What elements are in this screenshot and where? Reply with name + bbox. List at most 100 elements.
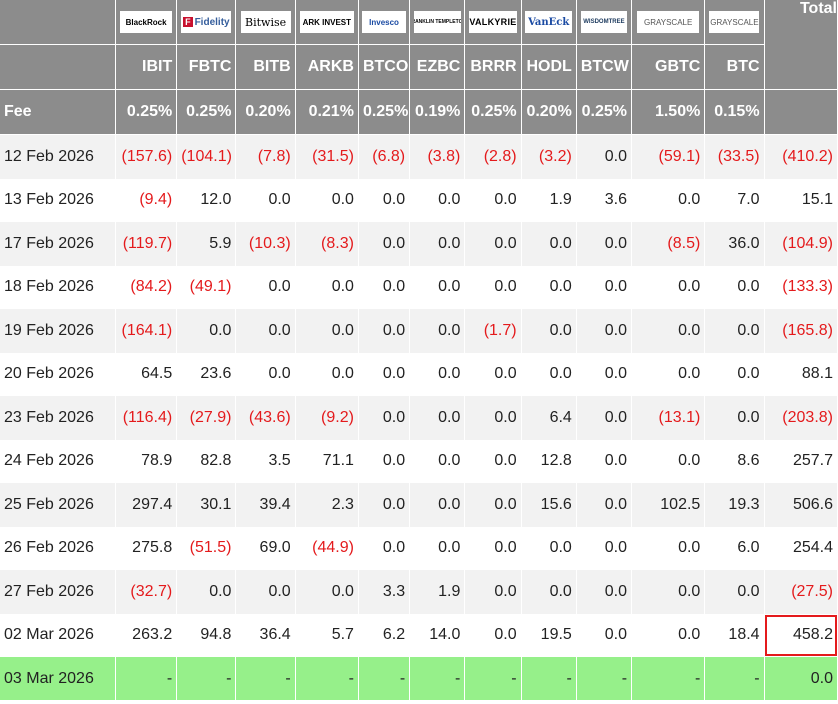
flow-cell: (9.4) (115, 178, 178, 222)
flow-cell: 0.0 (521, 265, 577, 309)
flow-cell: 0.0 (235, 178, 296, 222)
flow-cell: (49.1) (176, 265, 237, 309)
row-date: 26 Feb 2026 (0, 526, 116, 570)
flow-cell: 6.4 (521, 396, 577, 440)
ticker-header: FBTC (176, 44, 237, 90)
flow-cell: 3.6 (576, 178, 633, 222)
flow-cell: 5.9 (176, 222, 237, 266)
flow-cell: - (358, 657, 411, 700)
flow-cell: 0.0 (631, 265, 706, 309)
fee-cell: 1.50% (631, 89, 706, 135)
row-date: 03 Mar 2026 (0, 657, 116, 700)
valkyrie-logo: VALKYRIE (469, 11, 517, 33)
flow-cell: 82.8 (176, 439, 237, 483)
flow-cell: 0.0 (235, 309, 296, 353)
row-total: (203.8) (764, 396, 838, 440)
flow-cell: 71.1 (295, 439, 359, 483)
flow-cell: (8.3) (295, 222, 359, 266)
flow-cell: 0.0 (358, 483, 411, 527)
flow-cell: - (409, 657, 466, 700)
flow-cell: 0.0 (631, 439, 706, 483)
fidelity-logo: F Fidelity (181, 11, 232, 33)
ticker-header: BTC (704, 44, 765, 90)
table-row: 13 Feb 2026 (9.4) 12.0 0.0 0.0 0.0 0.0 0.0 1.9 3.… (0, 178, 838, 222)
flow-cell: 0.0 (409, 439, 466, 483)
ticker-header: BITB (235, 44, 296, 90)
table-row: 18 Feb 2026 (84.2) (49.1) 0.0 0.0 0.0 0.0 0.0 0.… (0, 265, 838, 309)
flow-rows: 12 Feb 2026 (157.6) (104.1) (7.8) (31.5) (6.8… (0, 134, 838, 700)
row-total: 0.0 (764, 657, 838, 700)
flow-cell: 0.0 (631, 570, 706, 614)
table-row: 12 Feb 2026 (157.6) (104.1) (7.8) (31.5) (6.8… (0, 134, 838, 179)
flow-cell: 0.0 (358, 265, 411, 309)
flow-cell: 0.0 (235, 570, 296, 614)
flow-cell: 0.0 (704, 570, 765, 614)
flow-cell: 0.0 (358, 526, 411, 570)
ticker-header: HODL (521, 44, 577, 90)
flow-cell: 0.0 (358, 396, 411, 440)
table-row: 17 Feb 2026 (119.7) 5.9 (10.3) (8.3) 0.0 0.0 0.… (0, 222, 838, 266)
flow-cell: 0.0 (576, 439, 633, 483)
flow-cell: 0.0 (576, 222, 633, 266)
fee-cell: 0.25% (576, 89, 633, 135)
ticker-header: EZBC (409, 44, 466, 90)
flow-cell: 19.5 (521, 613, 577, 657)
table-row: 27 Feb 2026 (32.7) 0.0 0.0 0.0 3.3 1.9 0.0 0.0 0.… (0, 570, 838, 614)
flow-cell: 0.0 (409, 265, 466, 309)
row-total: (410.2) (764, 134, 838, 179)
flow-cell: 18.4 (704, 613, 765, 657)
flow-cell: 0.0 (521, 222, 577, 266)
flow-cell: (31.5) (295, 134, 359, 179)
flow-cell: 0.0 (576, 396, 633, 440)
flow-cell: 19.3 (704, 483, 765, 527)
flow-cell: 7.0 (704, 178, 765, 222)
flow-cell: (43.6) (235, 396, 296, 440)
flow-cell: (13.1) (631, 396, 706, 440)
vaneck-logo: VanEck (525, 11, 573, 33)
flow-cell: 0.0 (358, 178, 411, 222)
flow-cell: - (115, 657, 178, 700)
fee-row: Fee 0.25% 0.25% 0.20% 0.21% 0.25% 0.19% … (0, 89, 838, 135)
flow-cell: 0.0 (576, 570, 633, 614)
row-total: 15.1 (764, 178, 838, 222)
flow-cell: 15.6 (521, 483, 577, 527)
fee-cell: 0.21% (295, 89, 359, 135)
flow-cell: 0.0 (576, 352, 633, 396)
flow-cell: 0.0 (464, 483, 522, 527)
flow-cell: 0.0 (464, 265, 522, 309)
logo-row: BlackRock F Fidelity Bitwise ARK INVEST I… (0, 0, 838, 90)
flow-cell: (157.6) (115, 134, 178, 179)
row-date: 18 Feb 2026 (0, 265, 116, 309)
flow-cell: (33.5) (704, 134, 765, 179)
row-total: 254.4 (764, 526, 838, 570)
flow-cell: 0.0 (295, 178, 359, 222)
flow-cell: 1.9 (409, 570, 466, 614)
flow-cell: - (295, 657, 359, 700)
flow-cell: 102.5 (631, 483, 706, 527)
flow-cell: 0.0 (576, 526, 633, 570)
fee-cell: 0.25% (464, 89, 522, 135)
row-date: 13 Feb 2026 (0, 178, 116, 222)
row-total: (165.8) (764, 309, 838, 353)
flow-cell: 0.0 (576, 613, 633, 657)
flow-cell: 0.0 (358, 439, 411, 483)
flow-cell: (2.8) (464, 134, 522, 179)
flow-cell: 0.0 (464, 396, 522, 440)
flow-cell: 0.0 (631, 352, 706, 396)
flow-cell: 0.0 (358, 309, 411, 353)
blank-header-cell (0, 0, 116, 45)
total-header: Total (764, 0, 838, 90)
flow-cell: 23.6 (176, 352, 237, 396)
bitwise-logo: Bitwise (240, 11, 291, 33)
row-total: 506.6 (764, 483, 838, 527)
row-date: 23 Feb 2026 (0, 396, 116, 440)
flow-cell: 0.0 (409, 396, 466, 440)
flow-cell: (164.1) (115, 309, 178, 353)
row-total: (133.3) (764, 265, 838, 309)
ticker-header: ARKB (295, 44, 359, 90)
ticker-row: IBIT FBTC BITB ARKB BTCO EZBC BRRR HODL … (0, 44, 838, 90)
blackrock-logo: BlackRock (120, 11, 172, 33)
flow-cell: 0.0 (576, 483, 633, 527)
flow-cell: 0.0 (464, 352, 522, 396)
